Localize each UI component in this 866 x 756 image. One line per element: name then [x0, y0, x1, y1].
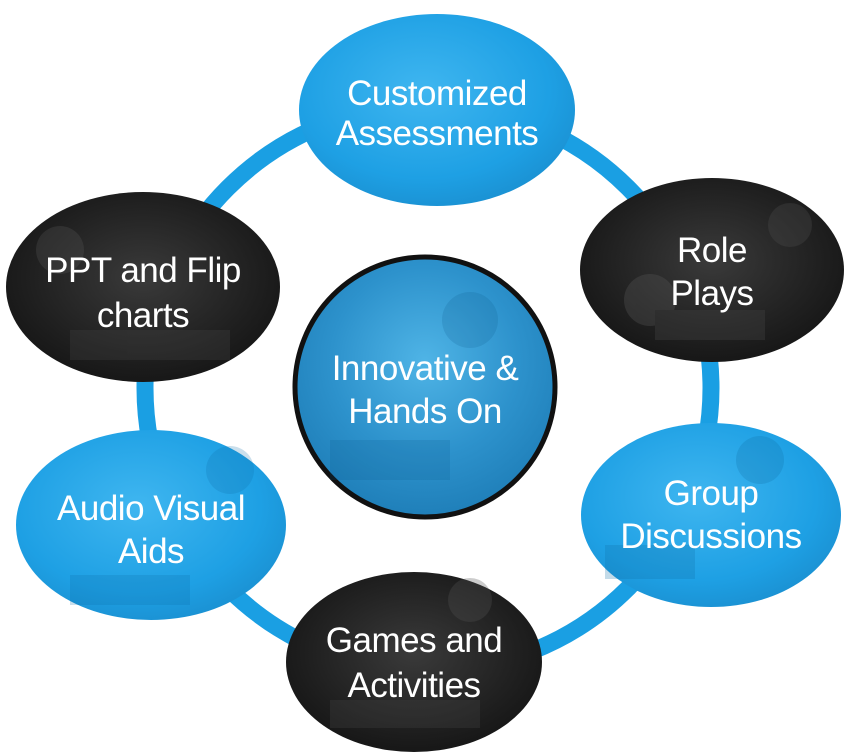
- node-customized-assessments-line2: Assessments: [336, 114, 539, 153]
- node-group-discussions-line2: Discussions: [620, 517, 801, 556]
- node-role-plays-photo-texture: [624, 203, 812, 340]
- node-role-plays-line1: Role: [677, 231, 747, 270]
- center-node-photo-texture: [330, 292, 498, 480]
- node-group-discussions-photo-texture: [605, 436, 784, 579]
- node-role-plays: Role Plays: [580, 178, 844, 362]
- node-ppt-flip-charts-line1: PPT and Flip: [45, 251, 241, 290]
- center-node: Innovative & Hands On: [292, 254, 558, 520]
- node-customized-assessments-shape: [299, 14, 575, 206]
- node-role-plays-line2: Plays: [670, 274, 753, 313]
- node-group-discussions-line1: Group: [664, 474, 759, 513]
- center-node-shape: [292, 254, 558, 520]
- node-audio-visual-aids-shape: [16, 430, 286, 620]
- node-audio-visual-aids-photo-texture: [70, 446, 254, 605]
- node-games-activities: Games and Activities: [286, 572, 542, 752]
- node-games-activities-line2: Activities: [347, 666, 480, 705]
- node-audio-visual-aids: Audio Visual Aids: [16, 430, 286, 620]
- node-games-activities-line1: Games and: [326, 621, 502, 660]
- node-customized-assessments: Customized Assessments: [299, 14, 575, 206]
- node-group-discussions: Group Discussions: [581, 423, 841, 607]
- node-audio-visual-aids-line1: Audio Visual: [57, 489, 245, 528]
- node-customized-assessments-line1: Customized: [347, 74, 527, 113]
- center-node-line1: Innovative &: [332, 349, 519, 388]
- node-ppt-flip-charts-line2: charts: [97, 296, 189, 335]
- node-games-activities-photo-texture: [330, 578, 492, 728]
- node-ppt-flip-charts: PPT and Flip charts: [6, 192, 280, 382]
- center-node-line2: Hands On: [348, 392, 502, 431]
- node-ppt-flip-charts-shape: [6, 192, 280, 382]
- node-games-activities-shape: [286, 572, 542, 752]
- node-group-discussions-shape: [581, 423, 841, 607]
- node-audio-visual-aids-line2: Aids: [118, 532, 184, 571]
- node-role-plays-shape: [580, 178, 844, 362]
- node-ppt-flip-charts-photo-texture: [36, 226, 230, 360]
